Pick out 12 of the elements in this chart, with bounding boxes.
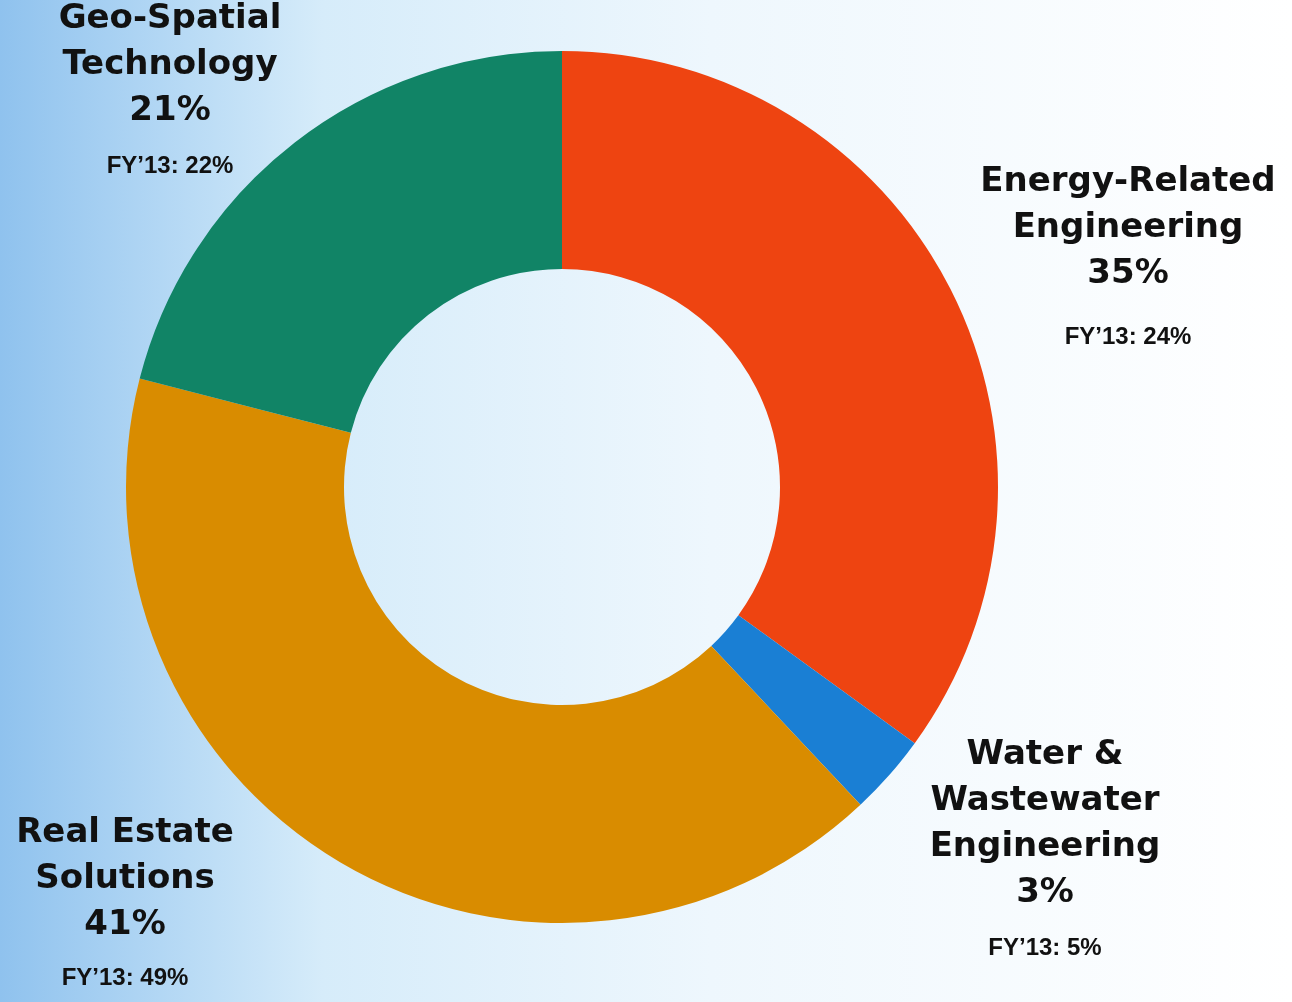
data-label: 35% <box>1087 250 1169 291</box>
slice-label: Energy-Related Engineering <box>980 158 1276 245</box>
data-label: 21% <box>129 87 211 128</box>
text: FY’13: 49% <box>61 962 189 990</box>
slice-label: Water & Wastewater Engineering <box>929 731 1161 864</box>
slice-label: Real Estate Solutions <box>16 809 234 896</box>
data-label: 3% <box>1016 869 1074 910</box>
slice-label: Geo-Spatial Technology <box>58 0 282 82</box>
text: FY’13: 22% <box>106 150 234 178</box>
data-label: 41% <box>84 901 166 942</box>
text: FY’13: 24% <box>1064 321 1192 349</box>
text: FY’13: 5% <box>988 932 1102 960</box>
